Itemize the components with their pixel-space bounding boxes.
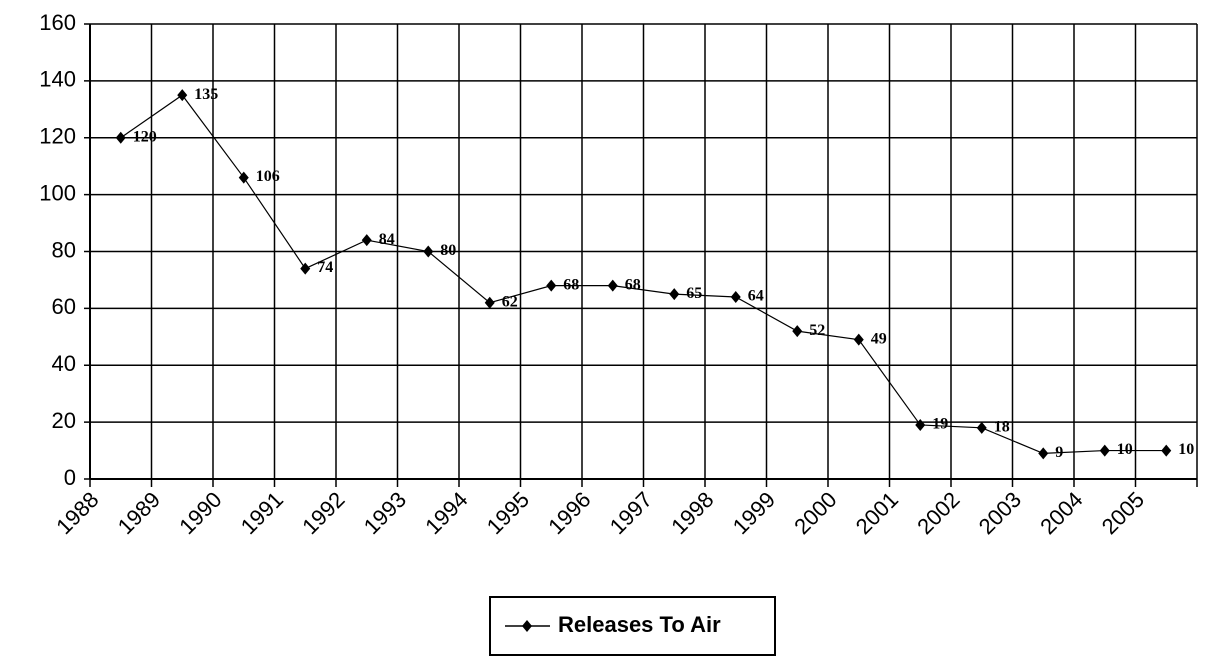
marker [300,262,311,275]
data-label: 80 [440,242,456,259]
marker [1099,444,1110,457]
data-label: 18 [994,418,1010,435]
line [120,94,1167,455]
data-label: 52 [809,322,825,339]
data-label: 74 [317,259,333,276]
x-tick-label: 2004 [1035,487,1087,539]
x-tick-label: 1990 [174,487,226,539]
legend-label: Releases To Air [558,612,721,637]
data-label: 19 [932,416,948,433]
x-tick-label: 1997 [605,487,657,539]
marker [607,279,618,292]
y-tick-label: 60 [52,294,76,319]
marker [1038,447,1049,460]
marker [792,325,803,338]
x-tick-label: 2000 [789,487,841,539]
x-tick-label: 1989 [113,487,165,539]
marker [1161,444,1172,457]
y-tick-label: 80 [52,237,76,262]
x-tick-label: 1993 [359,487,411,539]
data-label: 62 [502,293,518,310]
x-tick-label: 1991 [236,487,288,539]
marker [730,291,741,303]
marker [423,245,434,258]
marker [669,288,680,301]
y-tick-label: 100 [39,180,76,205]
x-tick-label: 2005 [1097,487,1149,539]
data-label: 10 [1117,441,1133,458]
legend-marker [522,620,532,632]
y-tick-label: 160 [39,10,76,35]
data-label: 10 [1178,441,1194,458]
marker [484,296,495,309]
x-tick-label: 1999 [728,487,780,539]
x-tick-label: 1996 [543,487,595,539]
data-label: 68 [625,276,641,293]
y-tick-label: 0 [64,465,76,490]
marker [177,89,188,102]
data-label: 120 [133,128,157,145]
marker [238,171,249,184]
marker [976,421,987,434]
y-tick-label: 40 [52,351,76,376]
marker [915,418,926,431]
x-tick-label: 2002 [912,487,964,539]
data-label: 135 [194,86,218,103]
data-label: 64 [748,288,764,305]
x-tick-label: 2003 [974,487,1026,539]
marker [115,131,126,144]
y-tick-label: 140 [39,67,76,92]
x-tick-label: 2001 [851,487,903,539]
x-tick-label: 1995 [482,487,534,539]
data-label: 106 [256,168,280,185]
y-tick-label: 20 [52,408,76,433]
data-label: 65 [686,285,702,302]
data-label: 49 [871,330,887,347]
x-tick-label: 1992 [297,487,349,539]
x-tick-label: 1988 [51,487,103,539]
data-label: 84 [379,231,395,248]
marker [853,333,864,346]
marker [361,234,372,247]
data-label: 9 [1055,444,1063,461]
y-tick-label: 120 [39,124,76,149]
marker [546,279,557,292]
x-tick-label: 1994 [420,487,472,539]
data-label: 68 [563,276,579,293]
x-tick-label: 1998 [666,487,718,539]
